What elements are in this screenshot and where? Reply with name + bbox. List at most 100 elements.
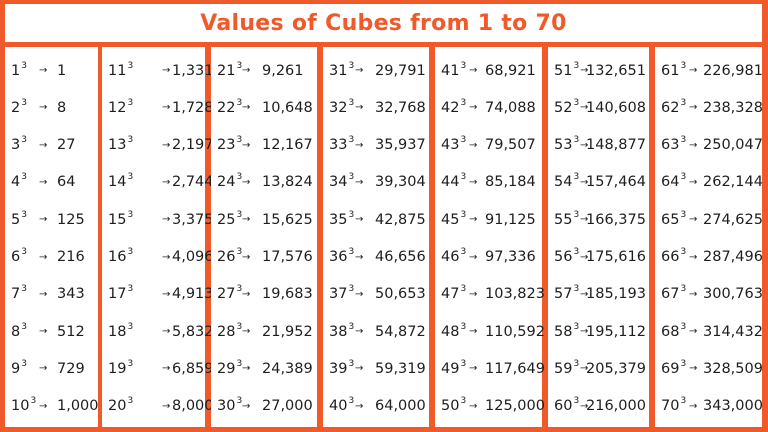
arrow-right-icon: →	[242, 65, 251, 76]
arrow-right-icon: →	[689, 288, 698, 300]
cube-base: 443	[441, 172, 466, 190]
cube-base: 353	[329, 210, 354, 228]
arrow-right-icon: →	[355, 214, 364, 226]
exponent: 3	[236, 396, 243, 407]
exponent: 3	[30, 396, 37, 407]
cube-column-5: 413 → 68,921 423 → 74,088 433 → 79,507 443 → 85,184…	[435, 47, 545, 427]
exponent: 3	[127, 209, 134, 220]
cube-value: 343	[57, 286, 85, 303]
base-number: 2	[11, 99, 21, 116]
arrow-right-icon: →	[469, 65, 478, 76]
base-number: 15	[108, 211, 127, 228]
cube-value: 238,328	[703, 99, 763, 116]
exponent: 3	[573, 60, 580, 71]
base-number: 36	[329, 249, 348, 265]
exponent: 3	[680, 172, 687, 183]
base-number: 63	[661, 137, 680, 154]
base-number: 45	[441, 211, 460, 228]
cube-row: 683 → 314,432	[655, 313, 763, 350]
arrow-right-icon: →	[242, 176, 251, 188]
cube-row: 593 → 205,379	[548, 350, 649, 387]
cube-value: 216,000	[586, 398, 646, 415]
cube-value: 205,379	[586, 360, 646, 377]
cube-base: 383	[329, 322, 354, 340]
exponent: 3	[348, 172, 355, 183]
cube-value: 226,981	[703, 62, 763, 79]
cube-value: 125	[57, 211, 85, 228]
base-number: 70	[661, 398, 680, 415]
base-number: 33	[329, 137, 348, 154]
cube-value: 46,656	[375, 249, 426, 265]
arrow-right-icon: →	[580, 326, 589, 338]
base-number: 61	[661, 62, 680, 79]
cube-base: 333	[329, 135, 354, 154]
cube-base: 123	[108, 98, 133, 116]
arrow-right-icon: →	[162, 251, 171, 263]
cube-base: 413	[441, 61, 466, 79]
cube-base: 703	[661, 396, 686, 415]
cube-value: 512	[57, 323, 85, 340]
cube-value: 1,000	[57, 398, 99, 415]
exponent: 3	[573, 396, 580, 407]
cube-base: 583	[554, 322, 579, 340]
cube-value: 17,576	[262, 249, 313, 265]
exponent: 3	[236, 358, 243, 369]
arrow-right-icon: →	[469, 251, 478, 263]
exponent: 3	[236, 135, 243, 146]
arrow-right-icon: →	[355, 65, 364, 76]
base-number: 23	[217, 137, 236, 154]
base-number: 32	[329, 99, 348, 116]
cube-base: 573	[554, 284, 580, 302]
exponent: 3	[573, 284, 580, 295]
exponent: 3	[460, 247, 467, 257]
cube-value: 4,096	[172, 249, 214, 265]
cube-column-4: 313 → 29,791 323 → 32,768 333 → 35,937 343 → 39,304…	[323, 47, 429, 427]
cube-value: 4,913	[172, 286, 214, 303]
arrow-right-icon: →	[689, 326, 698, 338]
cube-base: 643	[661, 172, 687, 190]
cube-value: 68,921	[485, 62, 536, 79]
arrow-right-icon: →	[39, 65, 48, 76]
base-number: 49	[441, 360, 460, 377]
exponent: 3	[460, 135, 467, 146]
cube-row: 193 → 6,859	[102, 350, 214, 387]
base-number: 48	[441, 323, 460, 340]
cube-row: 503 → 125,000	[435, 388, 545, 425]
cube-base: 273	[217, 284, 242, 302]
exponent: 3	[573, 358, 580, 369]
cube-value: 132,651	[586, 62, 646, 79]
cube-base: 63	[11, 247, 27, 265]
cube-row: 73 → 343	[5, 276, 98, 313]
cube-column-3: 213 → 9,261 223 → 10,648 233 → 12,167 243 → 13,824 2…	[211, 47, 317, 427]
cube-value: 24,389	[262, 360, 313, 377]
arrow-right-icon: →	[39, 251, 48, 263]
arrow-right-icon: →	[580, 251, 589, 263]
arrow-right-icon: →	[580, 214, 589, 226]
cube-row: 473 → 103,823	[435, 276, 545, 313]
base-number: 11	[108, 62, 127, 79]
cube-base: 433	[441, 135, 467, 153]
exponent: 3	[127, 247, 134, 257]
cube-value: 27	[57, 137, 76, 154]
arrow-right-icon: →	[355, 139, 364, 151]
cube-base: 503	[441, 396, 466, 414]
arrow-right-icon: →	[162, 102, 171, 114]
cube-base: 653	[661, 210, 686, 228]
cube-value: 12,167	[262, 137, 313, 154]
base-number: 4	[11, 174, 21, 191]
cube-row: 493 → 117,649	[435, 350, 545, 387]
arrow-right-icon: →	[39, 176, 48, 188]
cube-base: 203	[108, 396, 133, 414]
cube-base: 373	[329, 284, 354, 302]
cube-value: 2,744	[172, 174, 214, 191]
cube-value: 29,791	[375, 62, 426, 79]
cube-base: 183	[108, 322, 133, 340]
cube-base: 323	[329, 98, 354, 116]
exponent: 3	[127, 358, 134, 369]
base-number: 31	[329, 62, 348, 79]
exponent: 3	[680, 321, 687, 332]
arrow-right-icon: →	[689, 176, 698, 188]
exponent: 3	[680, 97, 687, 108]
cube-base: 153	[108, 209, 134, 228]
cube-value: 729	[57, 360, 85, 377]
